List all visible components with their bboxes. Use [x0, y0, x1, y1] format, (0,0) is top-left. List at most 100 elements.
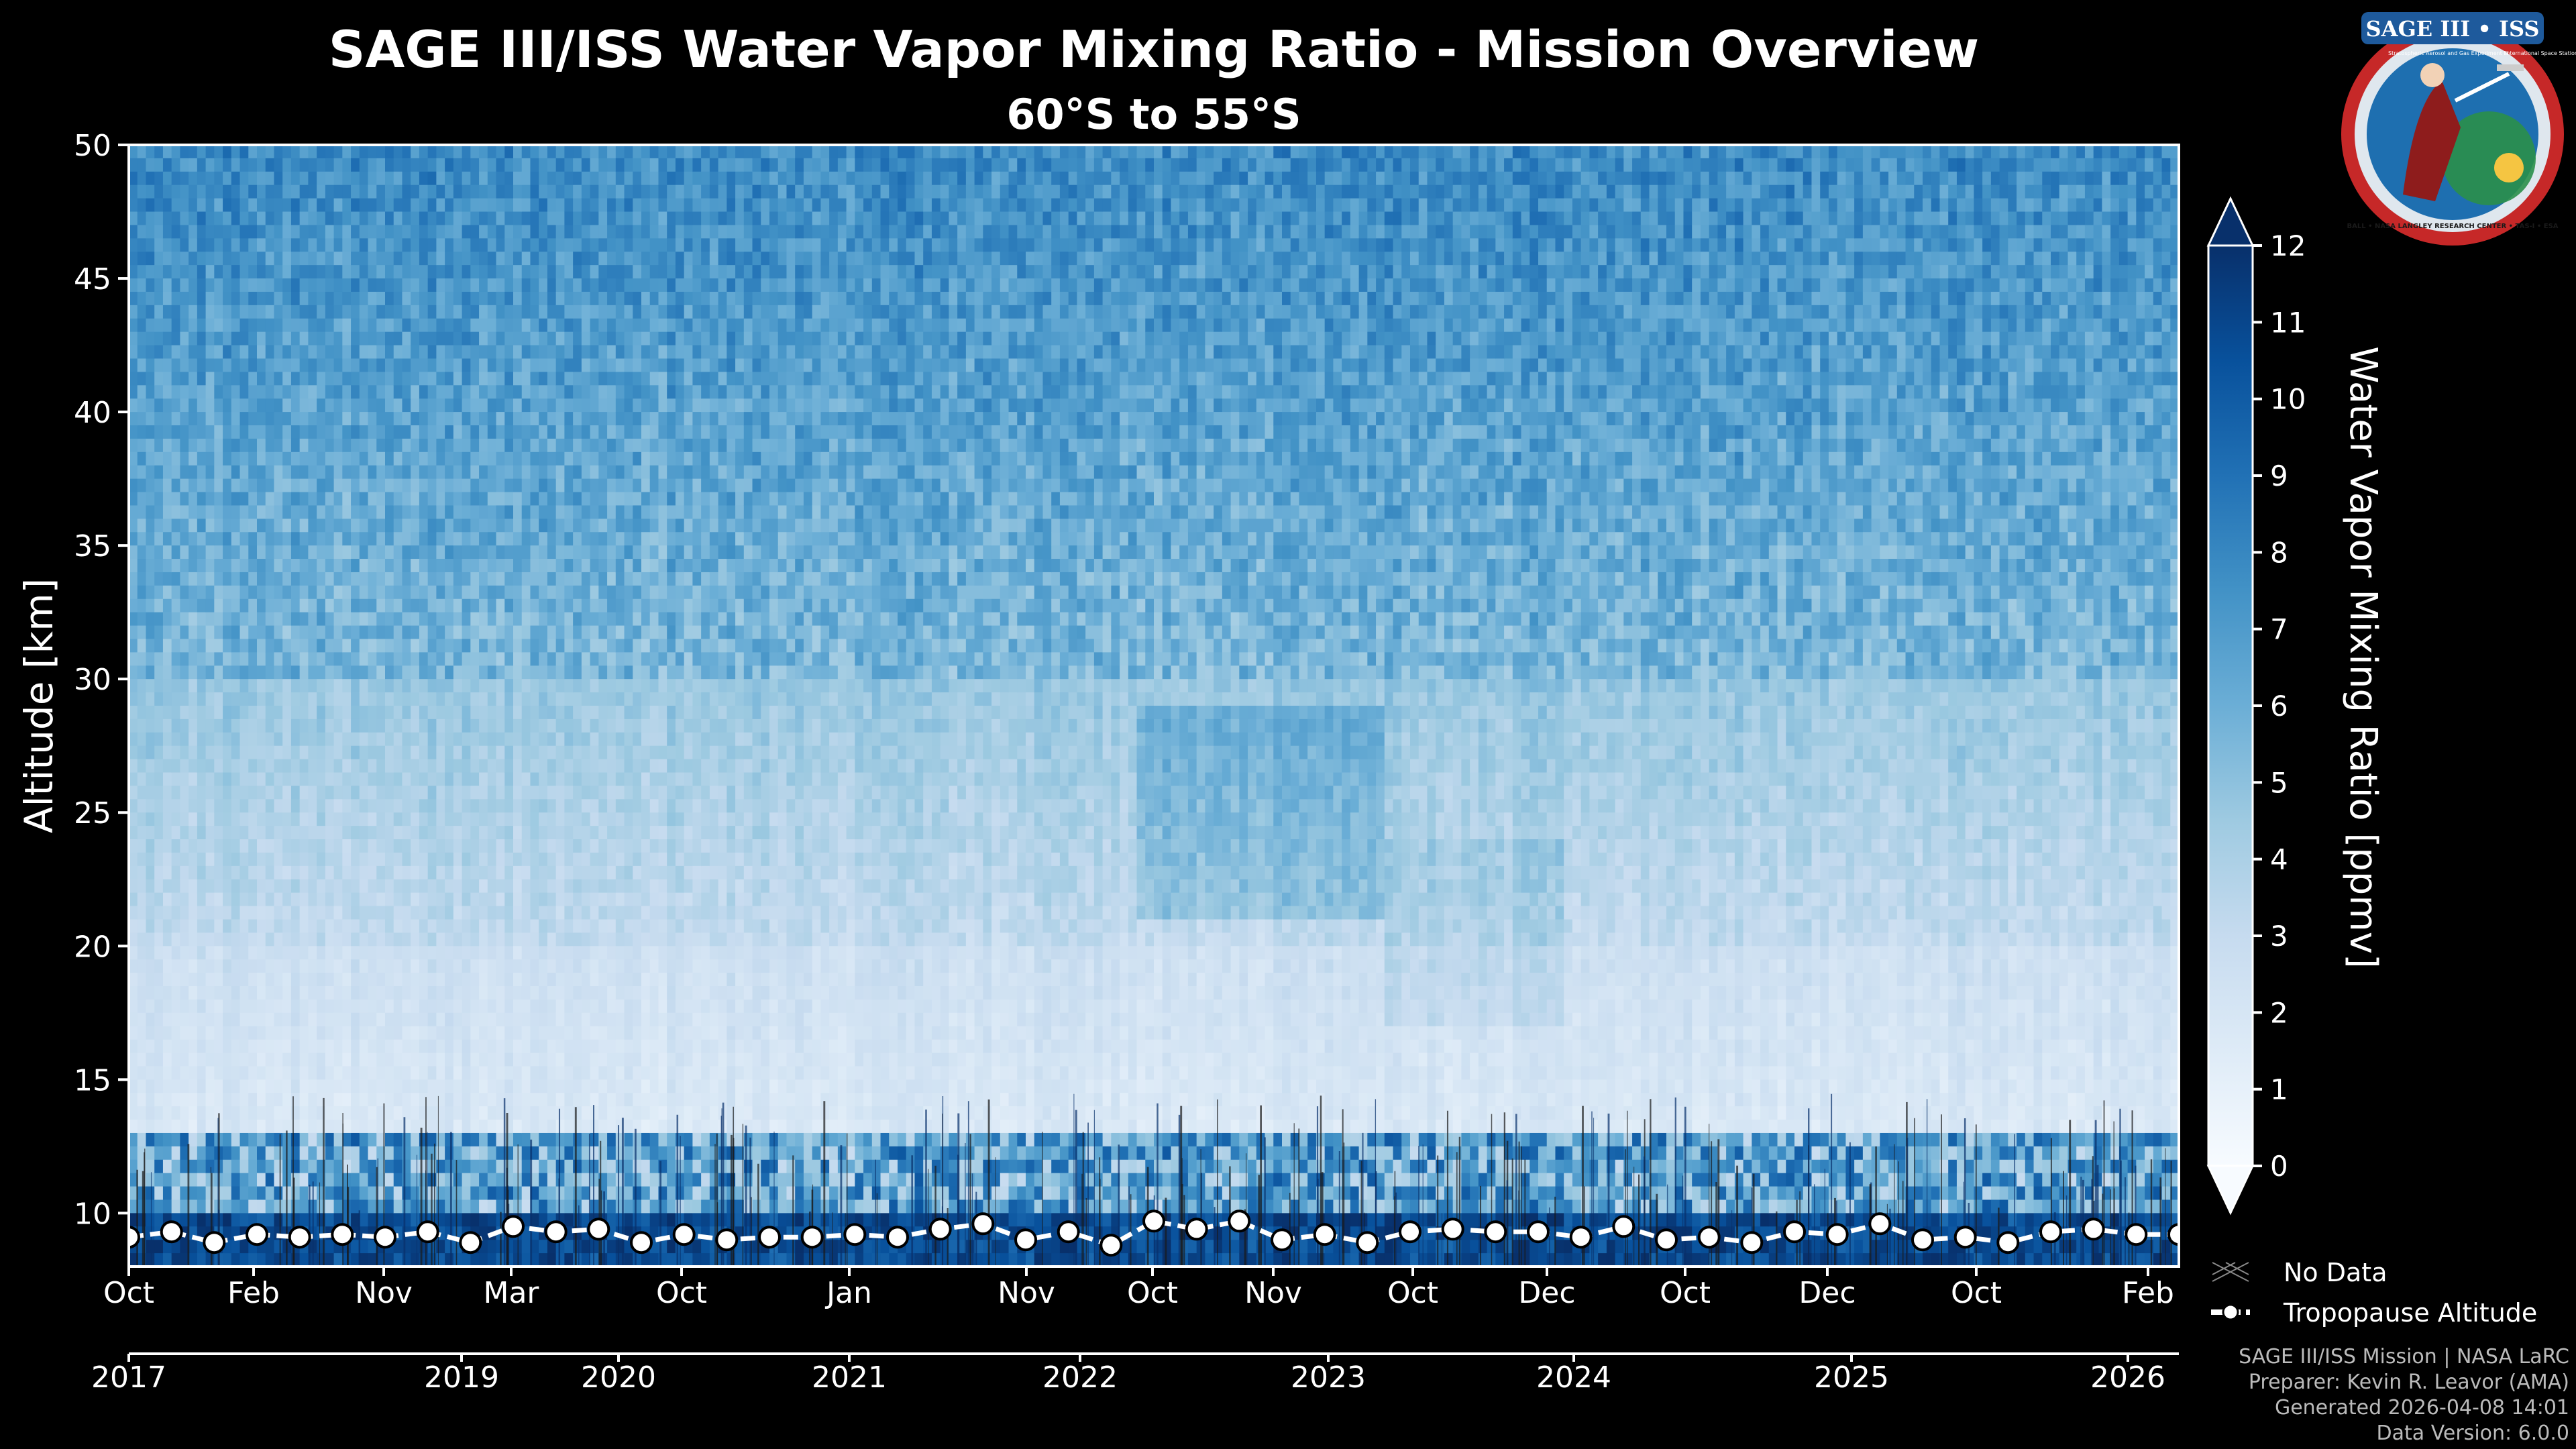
year-tick-label: 2026 [2090, 1360, 2165, 1395]
tropopause-point [928, 1218, 952, 1241]
year-tick-label: 2025 [1814, 1360, 1889, 1395]
tropopause-point [1783, 1220, 1806, 1244]
tropopause-point [1057, 1220, 1080, 1244]
tropopause-point [1313, 1223, 1336, 1246]
month-tick-label: Dec [1518, 1276, 1575, 1310]
tropopause-point [1825, 1223, 1849, 1246]
tropopause-point [1655, 1228, 1678, 1252]
y-tick-label: 30 [74, 663, 111, 697]
tropopause-point [1441, 1218, 1464, 1241]
year-tick-label: 2024 [1536, 1360, 1611, 1395]
month-tick-label: Nov [355, 1276, 413, 1310]
y-tick-label: 20 [74, 930, 111, 964]
footer-line-generated: Generated 2026-04-08 14:01 [2239, 1395, 2569, 1421]
y-tick-label: 15 [74, 1063, 111, 1097]
tropopause-point [1996, 1231, 2020, 1254]
heatmap-area [129, 145, 2179, 1267]
footer-line-preparer: Preparer: Kevin R. Leavor (AMA) [2239, 1370, 2569, 1395]
tropopause-point [246, 1223, 268, 1246]
tropopause-point [630, 1231, 653, 1254]
tropopause-point [1142, 1210, 1165, 1233]
legend-no-data-label: No Data [2284, 1258, 2387, 1287]
colorbar-tick-label: 3 [2270, 920, 2288, 953]
month-tick-label: Feb [2122, 1276, 2174, 1310]
tropopause-point [1185, 1218, 1208, 1241]
tropopause-point [459, 1231, 482, 1254]
tropopause-point [1612, 1215, 1635, 1238]
year-tick-label: 2020 [581, 1360, 656, 1395]
month-tick-label: Oct [103, 1276, 154, 1310]
tropopause-point [843, 1223, 867, 1246]
tropopause-point [800, 1226, 824, 1249]
tropopause-point [587, 1218, 610, 1241]
colorbar-tick-label: 10 [2270, 383, 2306, 416]
tropopause-point [1099, 1234, 1123, 1257]
month-tick-label: Oct [1127, 1276, 1178, 1310]
legend: No Data Tropopause Altitude [2211, 1258, 2537, 1328]
y-tick-label: 50 [74, 129, 111, 163]
logo-ring-text: BALL • NASA LANGLEY RESEARCH CENTER • TA… [2347, 223, 2558, 230]
y-tick-label: 10 [74, 1197, 111, 1231]
month-tick-label: Dec [1799, 1276, 1856, 1310]
tropopause-point [1271, 1228, 1293, 1252]
tropopause-point [2125, 1223, 2148, 1246]
y-tick-label: 40 [74, 396, 111, 430]
y-tick-label: 25 [74, 796, 111, 830]
month-tick-label: Oct [656, 1276, 707, 1310]
year-tick-label: 2019 [424, 1360, 499, 1395]
colorbar-tick-label: 5 [2270, 766, 2288, 799]
tropopause-series [129, 1210, 2179, 1257]
colorbar-tick-label: 1 [2270, 1073, 2288, 1106]
month-tick-label: Nov [998, 1276, 1055, 1310]
colorbar-body [2207, 244, 2254, 1167]
colorbar-label: Water Vapor Mixing Ratio [ppmv] [2341, 346, 2385, 969]
logo-left-text: Stratospheric Aerosol and Gas Experiment… [2388, 50, 2508, 56]
logo-right-text: International Space Station [2505, 50, 2576, 56]
tropopause-point [1484, 1220, 1507, 1244]
year-tick-label: 2021 [812, 1360, 887, 1395]
colorbar-tick-label: 11 [2270, 306, 2306, 339]
month-tick-label: Mar [483, 1276, 539, 1310]
legend-tropopause-label: Tropopause Altitude [2283, 1298, 2537, 1328]
colorbar-tick-label: 8 [2270, 536, 2288, 569]
chart-subtitle: 60°S to 55°S [1006, 90, 1301, 139]
x-axis-years: 2017 2019 2020 2021 2022 2023 2024 2025 2026 [91, 1354, 2165, 1395]
month-tick-label: Oct [1951, 1276, 2002, 1310]
tropopause-point [416, 1220, 439, 1244]
tropopause-point [374, 1226, 396, 1249]
y-tick-label: 35 [74, 529, 111, 564]
tropopause-point [502, 1215, 525, 1238]
footer-line-mission: SAGE III/ISS Mission | NASA LaRC [2239, 1344, 2569, 1370]
year-tick-label: 2023 [1291, 1360, 1366, 1395]
tropopause-point [1356, 1231, 1379, 1254]
colorbar-extend-top [2206, 196, 2255, 247]
tropopause-point [160, 1220, 183, 1244]
tropopause-point [2167, 1223, 2179, 1246]
y-tick-label: 45 [74, 262, 111, 297]
month-tick-label: Nov [1244, 1276, 1302, 1310]
month-tick-label: Feb [227, 1276, 280, 1310]
colorbar-extend-bottom [2206, 1165, 2255, 1216]
tropopause-point [2082, 1218, 2105, 1241]
footer-credits: SAGE III/ISS Mission | NASA LaRC Prepare… [2239, 1344, 2569, 1446]
y-axis: 10 15 20 25 30 35 40 45 50 [74, 129, 129, 1231]
tropopause-point [129, 1226, 140, 1249]
tropopause-point [544, 1220, 568, 1244]
tropopause-point [758, 1226, 781, 1249]
colorbar-tick-label: 0 [2270, 1150, 2288, 1183]
tropopause-point [672, 1223, 696, 1246]
logo-title: SAGE III • ISS [2366, 16, 2540, 42]
legend-no-data-swatch [2212, 1262, 2249, 1282]
tropopause-point [1399, 1220, 1421, 1244]
tropopause-point [1228, 1210, 1251, 1233]
tropopause-point [971, 1212, 995, 1236]
tropopause-point [203, 1231, 226, 1254]
sage-logo: SAGE III • ISS Stratospheric Aerosol and… [2341, 12, 2576, 246]
tropopause-point [886, 1226, 909, 1249]
tropopause-point [715, 1228, 739, 1252]
colorbar-tick-label: 4 [2270, 843, 2288, 876]
tropopause-point [1569, 1226, 1593, 1249]
